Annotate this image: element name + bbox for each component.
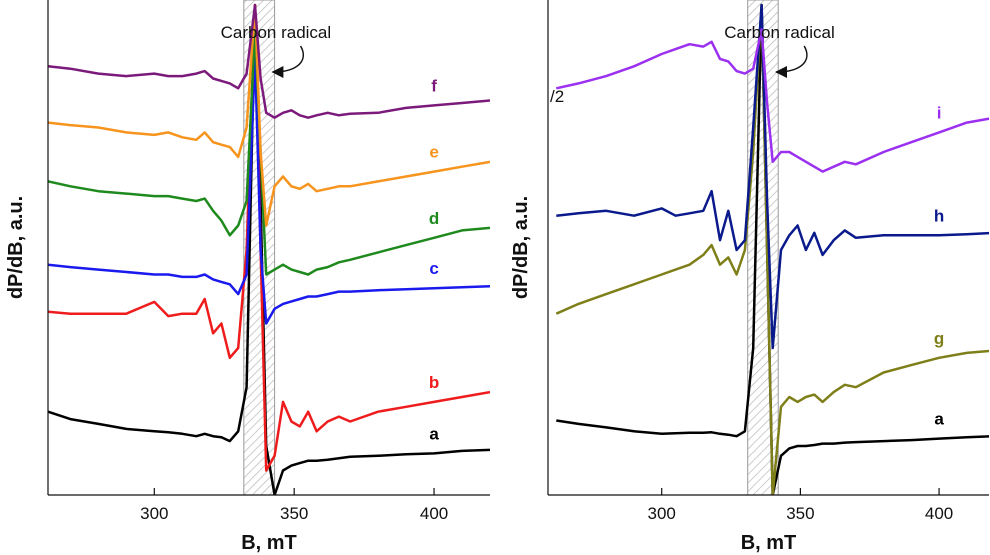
series-label: i: [937, 103, 942, 122]
annotation: Carbon radical: [221, 23, 332, 42]
x-tick-label: 300: [648, 504, 676, 523]
series-label: f: [431, 76, 437, 95]
spectrum-line: [556, 3, 989, 350]
x-tick-label: 350: [280, 504, 308, 523]
x-tick-label: 400: [925, 504, 953, 523]
annotation: Carbon radical: [724, 23, 835, 42]
x-tick-label: 350: [786, 504, 814, 523]
x-tick-label: 400: [420, 504, 448, 523]
series-label: g: [934, 329, 944, 348]
y-axis-label: dP/dB, a.u.: [510, 196, 532, 299]
x-tick-label: 300: [140, 504, 168, 523]
series-label: a: [934, 410, 944, 429]
series-group: [48, 3, 490, 495]
annotation-arrow: [775, 45, 808, 78]
annotation-arrow: [271, 45, 304, 78]
panel: a b c d e f 300 350 400 B, mT dP/dB, a.u. Carbon ra…: [5, 0, 490, 554]
series-label: c: [429, 259, 438, 278]
spectrum-line: [48, 3, 490, 227]
series-label: h: [934, 206, 944, 225]
spectrum-line: [48, 3, 490, 119]
series-label: b: [429, 373, 439, 392]
x-axis-label: B, mT: [241, 532, 297, 554]
x-axis-label: B, mT: [741, 532, 797, 554]
series-label: a: [429, 424, 439, 443]
y-axis-label: dP/dB, a.u.: [5, 196, 27, 299]
spectrum-line: [48, 52, 490, 325]
note: /2: [550, 87, 564, 106]
series-group: [555, 3, 989, 495]
series-label: d: [429, 209, 439, 228]
series-label: e: [429, 143, 438, 162]
panel: a g h i 300 350 400 B, mT dP/dB, a.u. Carbon radi…: [510, 0, 989, 554]
spectrum-line: [556, 28, 989, 173]
spectrum-line: [555, 3, 989, 495]
